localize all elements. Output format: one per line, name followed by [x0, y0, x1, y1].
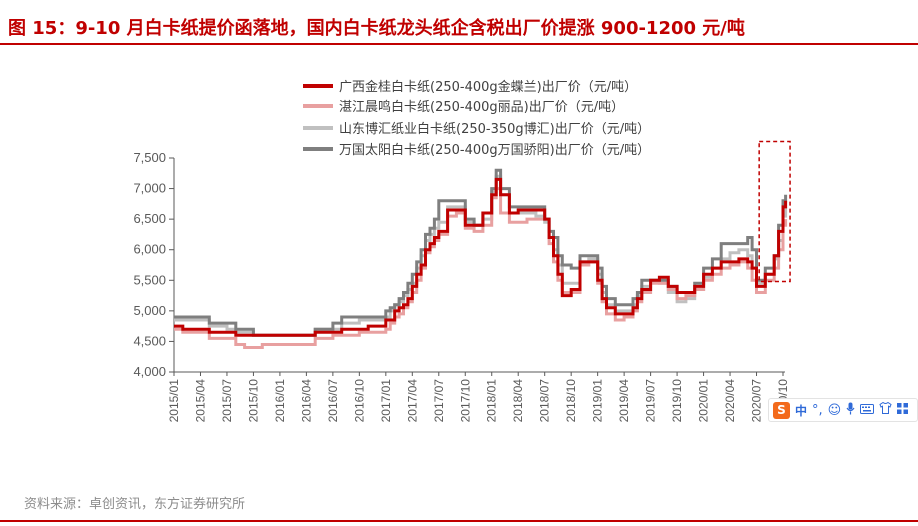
y-tick-label: 4,000 [133, 364, 166, 379]
legend-label: 湛江晨鸣白卡纸(250-400g丽品)出厂价（元/吨） [339, 99, 624, 115]
x-tick-label: 2019/01 [591, 379, 605, 423]
x-tick-label: 2015/07 [220, 379, 234, 423]
x-tick-label: 2020/07 [750, 379, 764, 423]
ime-logo-icon[interactable]: S [773, 401, 790, 419]
legend-label: 山东博汇纸业白卡纸(250-350g博汇)出厂价（元/吨） [339, 121, 650, 137]
figure-title: 图 15：9-10 月白卡纸提价函落地，国内白卡纸龙头纸企含税出厂价提涨 900… [8, 18, 745, 39]
x-tick-label: 2020/04 [723, 379, 737, 423]
highlight-group [758, 140, 791, 283]
title-rule [0, 43, 918, 45]
x-tick-label: 2017/04 [405, 379, 419, 423]
x-tick-label: 2016/10 [352, 379, 366, 423]
series-line-2 [174, 174, 788, 337]
x-tick-label: 2015/01 [167, 379, 181, 423]
x-tick-label: 2016/01 [273, 379, 287, 423]
x-tick-label: 2017/10 [458, 379, 472, 423]
microphone-icon[interactable] [846, 402, 855, 419]
keyboard-icon[interactable] [860, 403, 875, 418]
y-tick-label: 6,000 [133, 242, 166, 257]
x-tick-label: 2019/10 [670, 379, 684, 423]
legend-label: 万国太阳白卡纸(250-400g万国骄阳)出厂价（元/吨） [339, 142, 650, 158]
x-tick-label: 2016/04 [299, 379, 313, 423]
x-tick-label: 2019/07 [644, 379, 658, 423]
ime-toolbar[interactable]: S 中 °, ☺ [768, 398, 918, 422]
source-note: 资料来源：卓创资讯，东方证券研究所 [24, 497, 246, 512]
highlight-box [758, 140, 791, 283]
y-tick-label: 7,500 [133, 150, 166, 165]
legend-label: 广西金桂白卡纸(250-400g金蝶兰)出厂价（元/吨） [339, 79, 637, 95]
smiley-icon[interactable]: ☺ [827, 402, 842, 418]
x-tick-label: 2020/01 [697, 379, 711, 423]
legend: 广西金桂白卡纸(250-400g金蝶兰)出厂价（元/吨） 湛江晨鸣白卡纸(250-… [303, 79, 650, 158]
x-tick-label: 2015/10 [246, 379, 260, 423]
ime-punctuation-toggle[interactable]: °, [812, 402, 823, 418]
series-line-0 [174, 177, 788, 337]
series-group [174, 168, 788, 349]
x-tick-label: 2017/01 [379, 379, 393, 423]
x-tick-label: 2018/07 [538, 379, 552, 423]
shirt-icon[interactable] [879, 401, 892, 418]
series-line-3 [174, 168, 788, 337]
x-tick-label: 2019/04 [617, 379, 631, 423]
grid-icon[interactable] [897, 402, 909, 418]
y-tick-label: 5,000 [133, 303, 166, 318]
y-tick-label: 5,500 [133, 272, 166, 287]
x-tick-label: 2018/10 [564, 379, 578, 423]
x-tick-label: 2015/04 [193, 379, 207, 423]
x-tick-label: 2017/07 [432, 379, 446, 423]
x-tick-label: 2018/04 [511, 379, 525, 423]
bottom-rule [0, 520, 918, 522]
series-line-1 [174, 187, 788, 349]
y-tick-label: 4,500 [133, 333, 166, 348]
ime-mode-toggle[interactable]: 中 [795, 403, 808, 418]
x-axis: 2015/01 2015/04 2015/07 2015/10 2016/01 2016/… [167, 371, 790, 423]
x-tick-label: 2016/07 [326, 379, 340, 423]
y-tick-label: 7,000 [133, 181, 166, 196]
x-tick-label: 2018/01 [485, 379, 499, 423]
y-axis: 4,000 4,500 5,000 5,500 6,000 6,500 7,000 7,500 [133, 150, 175, 379]
y-tick-label: 6,500 [133, 211, 166, 226]
